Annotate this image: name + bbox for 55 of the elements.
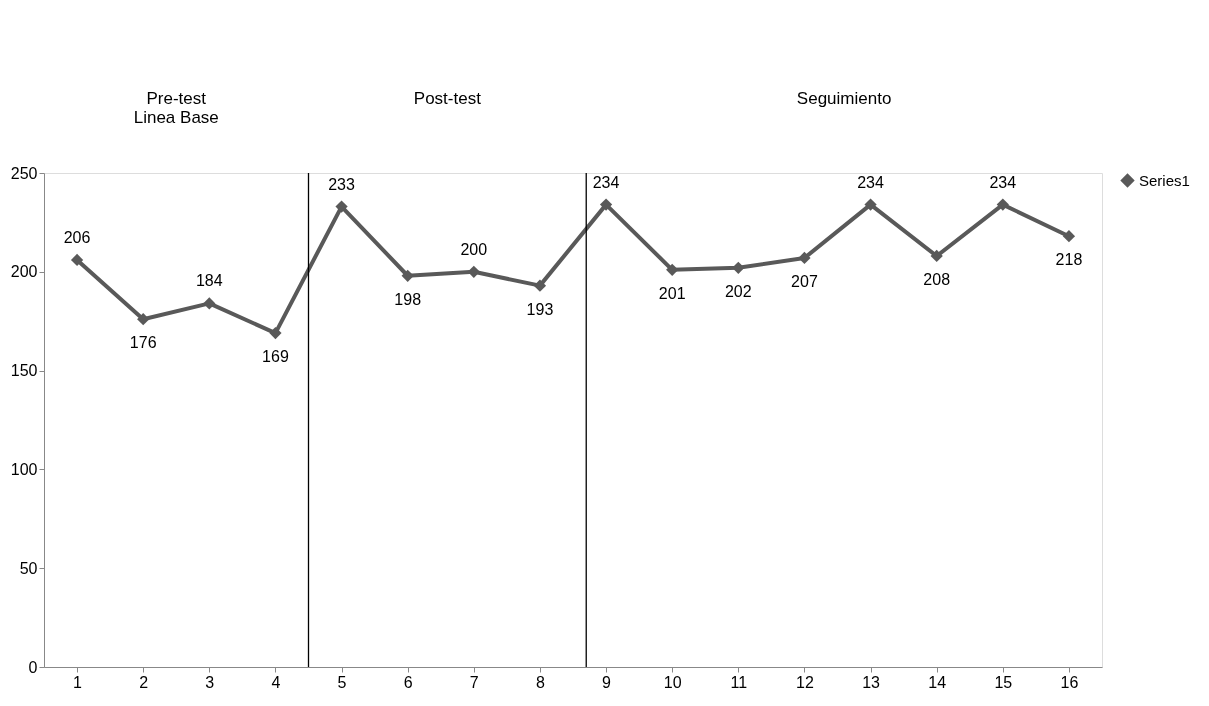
x-tick-label: 7 [469, 673, 479, 691]
point [401, 269, 414, 282]
x-tick-label: 13 [862, 673, 881, 691]
data-label: 176 [129, 334, 157, 352]
data-label: 234 [592, 173, 620, 191]
text: Seguimiento [796, 89, 892, 108]
data-label: 208 [923, 270, 951, 288]
data-label: 234 [989, 173, 1017, 191]
y-tick-label: 150 [10, 362, 38, 380]
point [335, 200, 348, 213]
point [203, 297, 216, 310]
x-tick-label: 9 [602, 673, 612, 691]
point [1062, 230, 1076, 243]
data-label: 207 [791, 272, 818, 290]
text: Pre-test Linea Base [133, 89, 219, 127]
data-label: 234 [857, 173, 885, 191]
x-tick-label: 2 [139, 673, 149, 691]
legend-label: Series1 [1139, 171, 1190, 189]
x-tick-label: 6 [403, 673, 413, 691]
x-tick-label: 12 [796, 673, 814, 691]
x-tick-label: 3 [205, 673, 215, 691]
x-tick-label: 5 [337, 673, 347, 691]
x-tick-label: 10 [663, 673, 682, 691]
point [137, 313, 150, 326]
point [996, 198, 1009, 211]
data-label: 198 [394, 290, 422, 308]
data-label: 206 [63, 228, 91, 246]
x-tick-label: 15 [994, 673, 1013, 691]
point [599, 198, 613, 211]
x-tick-label: 11 [730, 673, 748, 691]
data-label: 201 [658, 284, 686, 302]
data-label: 169 [262, 348, 289, 366]
y-tick-label: 50 [19, 559, 38, 577]
point [269, 326, 282, 340]
data-label: 202 [724, 282, 752, 300]
data-label: 193 [526, 300, 554, 318]
point [70, 253, 84, 267]
y-tick-label: 250 [10, 164, 38, 182]
point [864, 198, 877, 211]
point [798, 251, 811, 265]
y-tick-label: 0 [28, 658, 38, 676]
data-label: 184 [195, 272, 223, 290]
x-tick-label: 1 [73, 673, 83, 691]
x-tick-label: 14 [928, 673, 947, 691]
data-label: 233 [328, 175, 356, 193]
data-label: 200 [460, 240, 488, 258]
x-tick-label: 16 [1060, 673, 1079, 691]
x-tick-label: 8 [535, 673, 545, 691]
point [533, 279, 547, 292]
point [930, 249, 943, 263]
x-tick-label: 4 [271, 673, 281, 691]
y-tick-label: 100 [10, 460, 38, 478]
text: Post-test [413, 89, 482, 108]
data-label: 218 [1055, 251, 1083, 269]
y-tick-label: 200 [10, 263, 38, 281]
